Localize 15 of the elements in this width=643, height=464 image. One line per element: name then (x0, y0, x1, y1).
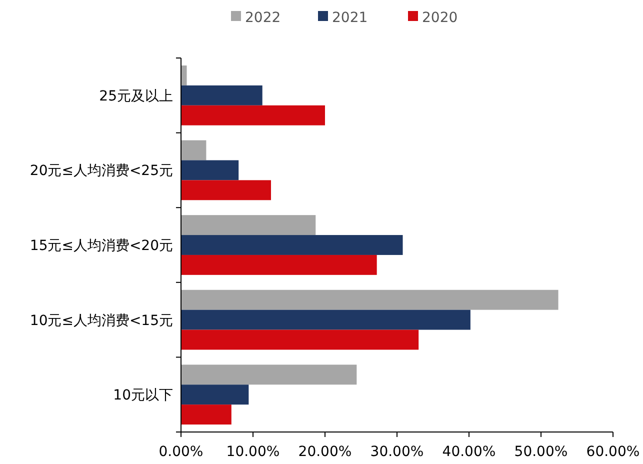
y-tick-label: 25元及以上 (99, 88, 173, 104)
x-tick-label: 20.00% (298, 444, 352, 460)
y-tick-label: 10元以下 (113, 388, 173, 404)
legend-label: 2021 (332, 10, 368, 26)
legend-label: 2020 (422, 10, 458, 26)
legend-label: 2022 (245, 10, 281, 26)
x-tick-label: 60.00% (586, 444, 640, 460)
y-tick-label: 20元≤人均消费<25元 (30, 163, 173, 180)
x-tick-label: 30.00% (370, 444, 424, 460)
x-tick-label: 40.00% (442, 444, 496, 460)
y-tick-label: 10元≤人均消费<15元 (30, 312, 173, 329)
y-tick-label: 15元≤人均消费<20元 (30, 238, 173, 254)
x-tick-label: 50.00% (514, 444, 568, 460)
x-tick-label: 10.00% (226, 444, 280, 460)
x-tick-label: 0.00% (158, 444, 204, 460)
